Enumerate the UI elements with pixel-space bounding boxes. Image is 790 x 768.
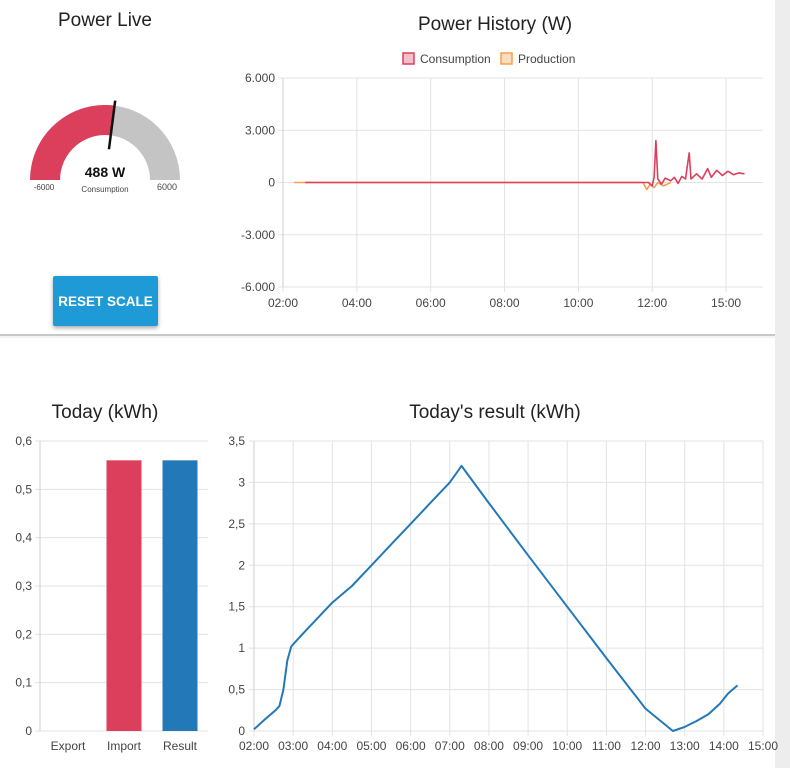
legend-swatch-production (500, 52, 513, 65)
y-tick-label: 0 (268, 176, 275, 190)
x-tick-label: 06:00 (396, 739, 426, 753)
y-tick-label: 0,3 (15, 579, 32, 593)
y-tick-label: 0,5 (228, 683, 245, 697)
x-tick-label: 04:00 (342, 296, 372, 310)
gauge-max-label: 6000 (157, 182, 177, 192)
todays-result-chart: 3,5 3 2,5 2 1,5 1 0,5 0 02:00 03:00 04:00 05:00 06:… (228, 434, 778, 753)
power-history-y-ticks: 6.000 3.000 0 -3.000 -6.000 (241, 71, 275, 294)
x-tick-label: 09:00 (513, 739, 543, 753)
y-tick-label: 6.000 (245, 71, 275, 85)
power-history-x-ticks: 02:00 04:00 06:00 08:00 10:00 12:00 15:00 (268, 296, 741, 310)
power-history-title: Power History (W) (417, 14, 573, 35)
y-tick-label: 3,5 (228, 434, 245, 448)
y-tick-label: 3.000 (245, 123, 275, 137)
todays-result-x-ticks: 02:00 03:00 04:00 05:00 06:00 07:00 08:00 09:00… (239, 739, 778, 753)
gauge-label: Consumption (81, 185, 128, 194)
y-tick-label: 2,5 (228, 517, 245, 531)
gauge-needle (107, 100, 117, 150)
x-tick-label: 13:00 (670, 739, 700, 753)
today-kwh-title: Today (kWh) (51, 402, 159, 423)
y-tick-label: 0,2 (15, 627, 32, 641)
x-tick-label: 02:00 (268, 296, 298, 310)
gauge-title: Power Live (58, 10, 152, 31)
x-tick-label: 05:00 (356, 739, 386, 753)
power-history-grid (278, 77, 763, 292)
power-history-legend: Consumption Production (402, 52, 575, 66)
today-kwh-y-ticks: 0,6 0,5 0,4 0,3 0,2 0,1 0 (15, 434, 32, 738)
x-tick-label: 11:00 (592, 739, 621, 753)
x-tick-label: 08:00 (490, 296, 520, 310)
x-tick-label: 15:00 (748, 739, 778, 753)
y-tick-label: -3.000 (241, 228, 275, 242)
y-tick-label: 0 (25, 724, 32, 738)
power-gauge: 488 W Consumption -6000 6000 (30, 100, 180, 194)
x-tick-label: Export (51, 739, 86, 753)
power-history-chart: Consumption Production 6.000 3.000 0 -3.000… (241, 52, 763, 310)
top-panel: Power Live 488 W Consumption -6000 6000 … (0, 0, 775, 336)
y-tick-label: 3 (238, 475, 245, 489)
todays-result-title: Today's result (kWh) (409, 402, 581, 423)
right-edge-strip (775, 0, 790, 768)
x-tick-label: 08:00 (474, 739, 504, 753)
todays-result-y-ticks: 3,5 3 2,5 2 1,5 1 0,5 0 (228, 434, 245, 738)
legend-label-production[interactable]: Production (518, 52, 575, 66)
x-tick-label: 02:00 (239, 739, 269, 753)
today-kwh-bars (106, 460, 198, 731)
x-tick-label: 04:00 (317, 739, 347, 753)
y-tick-label: 0,6 (15, 434, 32, 448)
y-tick-label: 1,5 (228, 600, 245, 614)
y-tick-label: -6.000 (241, 280, 275, 294)
x-tick-label: 06:00 (416, 296, 446, 310)
series-line-result (253, 464, 739, 732)
x-tick-label: Import (107, 739, 142, 753)
bar-result (162, 460, 198, 731)
todays-result-grid (249, 440, 764, 736)
x-tick-label: 12:00 (637, 296, 667, 310)
bar-import (106, 460, 142, 731)
x-tick-label: 15:00 (711, 296, 741, 310)
y-tick-label: 0,4 (15, 531, 32, 545)
y-tick-label: 0 (238, 724, 245, 738)
gauge-min-label: -6000 (34, 183, 55, 192)
todays-result-series (253, 464, 739, 732)
legend-swatch-consumption (402, 52, 415, 65)
y-tick-label: 0,5 (15, 482, 32, 496)
y-tick-label: 0,1 (15, 676, 32, 690)
series-line-production (294, 181, 672, 191)
x-tick-label: 14:00 (709, 739, 739, 753)
bottom-panel: Today (kWh) Today's result (kWh) 0,6 0,5 0… (0, 338, 778, 768)
y-tick-label: 1 (238, 641, 245, 655)
x-tick-label: 10:00 (552, 739, 582, 753)
x-tick-label: 10:00 (563, 296, 593, 310)
today-kwh-x-ticks: Export Import Result (51, 739, 198, 753)
series-line-consumption (305, 139, 745, 187)
power-history-series (294, 139, 745, 191)
x-tick-label: 12:00 (631, 739, 661, 753)
y-tick-label: 2 (238, 558, 245, 572)
x-tick-label: Result (163, 739, 198, 753)
legend-label-consumption[interactable]: Consumption (420, 52, 491, 66)
x-tick-label: 07:00 (435, 739, 465, 753)
today-kwh-chart: 0,6 0,5 0,4 0,3 0,2 0,1 0 Export Import Result (15, 434, 208, 753)
gauge-fill (30, 104, 115, 180)
reset-scale-button[interactable]: RESET SCALE (53, 276, 158, 326)
gauge-value: 488 W (85, 164, 126, 180)
x-tick-label: 03:00 (278, 739, 308, 753)
